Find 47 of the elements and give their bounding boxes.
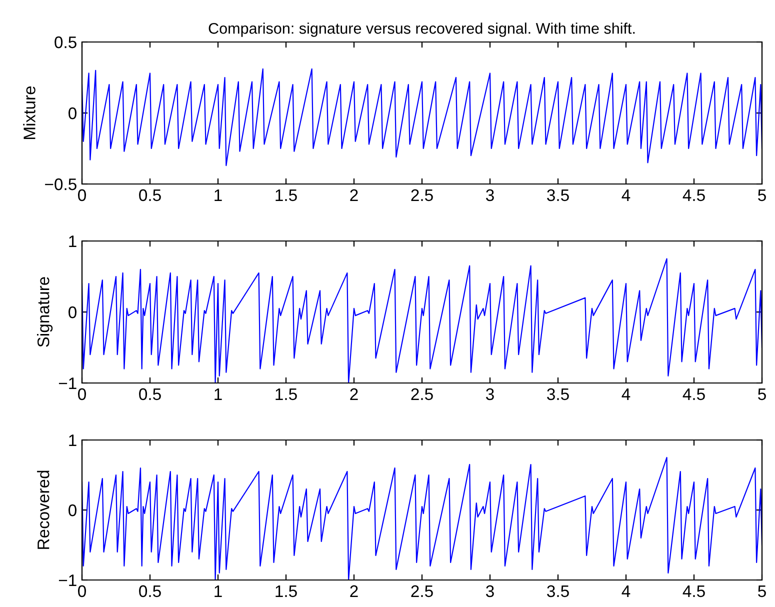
- x-tick-label: 0.5: [139, 189, 161, 202]
- x-tick-label: 4: [622, 189, 630, 201]
- x-tick-label: 2.5: [411, 585, 433, 598]
- y-tick-label: −1: [58, 574, 76, 586]
- x-tick-label: 1: [214, 189, 222, 201]
- y-axis-title: Recovered: [37, 470, 50, 549]
- x-tick-label: 1: [214, 585, 222, 597]
- x-tick-label: 0: [78, 585, 86, 598]
- x-tick-label: 4: [622, 388, 630, 400]
- x-tick-label: 0.5: [139, 388, 161, 400]
- y-tick-label: 0: [68, 306, 76, 318]
- y-tick-label: 0.5: [54, 36, 76, 48]
- x-tick-label: 4.5: [682, 388, 705, 400]
- x-tick-label: 3: [486, 189, 494, 202]
- x-tick-label: 4.5: [682, 189, 705, 202]
- x-tick-label: 2: [350, 189, 358, 201]
- x-tick-label: 1.5: [276, 189, 297, 202]
- x-tick-label: 1.5: [276, 388, 297, 400]
- x-tick-label: 3.5: [547, 585, 569, 598]
- y-axis-title: Signature: [37, 277, 53, 347]
- x-tick-label: 4.5: [682, 585, 705, 598]
- y-tick-label: 0: [68, 504, 76, 516]
- chart-title: Comparison: signature versus recovered signal. With time shift.: [208, 22, 635, 37]
- y-tick-label: 1: [69, 236, 76, 248]
- x-tick-label: 3: [486, 585, 494, 598]
- x-tick-label: 1.5: [276, 585, 297, 598]
- x-tick-label: 3.5: [547, 388, 569, 400]
- x-tick-label: 4: [622, 585, 630, 597]
- y-tick-label: −0.5: [45, 178, 76, 190]
- x-tick-label: 1: [214, 388, 222, 400]
- x-tick-label: 3: [486, 388, 494, 400]
- y-tick-label: 1: [69, 434, 76, 446]
- x-tick-label: 0.5: [139, 585, 161, 598]
- x-tick-label: 5: [758, 388, 766, 400]
- x-tick-label: 5: [758, 585, 766, 598]
- x-tick-label: 3.5: [547, 189, 569, 202]
- y-tick-label: 0: [68, 107, 76, 120]
- x-tick-label: 2: [350, 388, 358, 400]
- x-tick-label: 2: [350, 585, 358, 597]
- y-axis-title: Mixture: [23, 86, 36, 139]
- line-series: [82, 68, 762, 166]
- x-tick-label: 0: [78, 388, 86, 400]
- x-tick-label: 0: [78, 189, 86, 202]
- x-tick-label: 2.5: [411, 189, 433, 202]
- x-tick-label: 5: [758, 189, 766, 202]
- y-tick-label: −1: [58, 378, 76, 390]
- x-tick-label: 2.5: [411, 388, 433, 400]
